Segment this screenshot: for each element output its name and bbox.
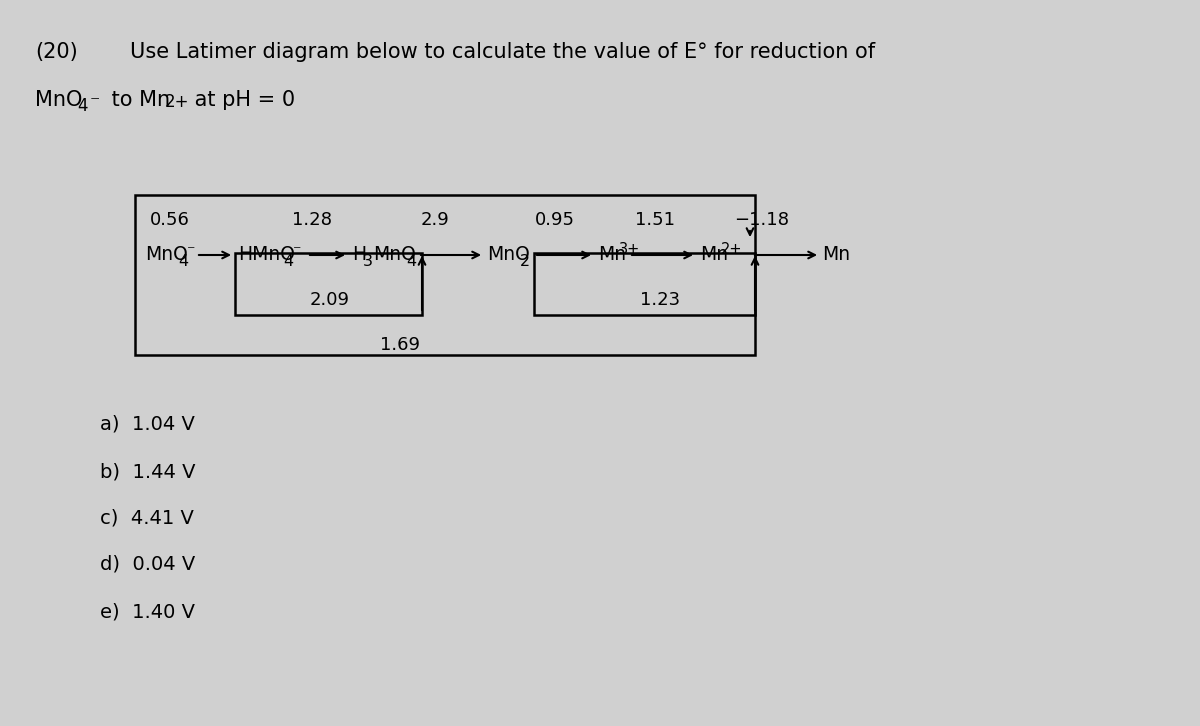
Text: Mn: Mn	[598, 245, 626, 264]
Text: MnO: MnO	[35, 90, 83, 110]
Text: a)  1.04 V: a) 1.04 V	[100, 415, 194, 434]
Text: MnO: MnO	[145, 245, 187, 264]
Text: c)  4.41 V: c) 4.41 V	[100, 508, 194, 527]
Text: (20): (20)	[35, 42, 78, 62]
Text: 4: 4	[283, 253, 293, 269]
Text: −1.18: −1.18	[734, 211, 790, 229]
Bar	[235, 253, 422, 315]
Text: 4: 4	[178, 253, 188, 269]
Text: 2.9: 2.9	[421, 211, 449, 229]
Bar	[134, 195, 755, 355]
Text: MnO: MnO	[373, 245, 415, 264]
Text: 2: 2	[520, 253, 530, 269]
Text: 3+: 3+	[619, 242, 641, 258]
Text: b)  1.44 V: b) 1.44 V	[100, 462, 196, 481]
Text: H: H	[352, 245, 366, 264]
Bar	[534, 253, 755, 315]
Text: to Mn: to Mn	[106, 90, 170, 110]
Text: 2.09: 2.09	[310, 291, 350, 309]
Text: ⁻: ⁻	[90, 93, 101, 112]
Text: 1.23: 1.23	[640, 291, 680, 309]
Text: 3: 3	[364, 253, 373, 269]
Text: d)  0.04 V: d) 0.04 V	[100, 555, 196, 574]
Text: 1.28: 1.28	[292, 211, 332, 229]
Text: 1.69: 1.69	[380, 336, 420, 354]
Text: Mn: Mn	[822, 245, 850, 264]
Text: 1.51: 1.51	[635, 211, 674, 229]
Text: at pH = 0: at pH = 0	[188, 90, 295, 110]
Text: 2+: 2+	[721, 242, 743, 258]
Text: Use Latimer diagram below to calculate the value of E° for reduction of: Use Latimer diagram below to calculate t…	[130, 42, 875, 62]
Text: ⁻: ⁻	[187, 243, 196, 258]
Text: HMnO: HMnO	[238, 245, 295, 264]
Text: ⁻: ⁻	[293, 243, 301, 258]
Text: e)  1.40 V: e) 1.40 V	[100, 602, 194, 621]
Text: 4: 4	[77, 97, 88, 115]
Text: MnO: MnO	[487, 245, 529, 264]
Text: 0.95: 0.95	[535, 211, 575, 229]
Text: Mn: Mn	[700, 245, 728, 264]
Text: 2+: 2+	[166, 93, 190, 111]
Text: 4: 4	[406, 253, 416, 269]
Text: 0.56: 0.56	[150, 211, 190, 229]
